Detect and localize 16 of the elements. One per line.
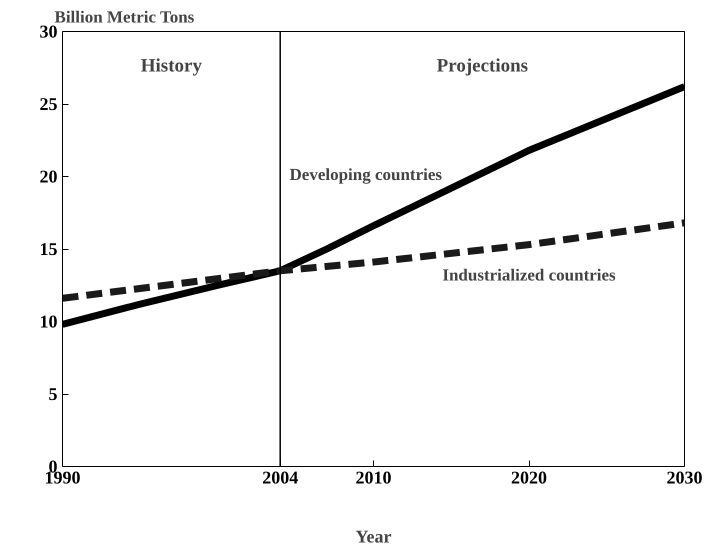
y-axis-title: Billion Metric Tons — [54, 8, 195, 26]
series-label: Developing countries — [290, 164, 442, 184]
x-tick-label: 2004 — [262, 468, 298, 488]
x-axis-title: Year — [356, 526, 392, 546]
y-tick-label: 20 — [40, 166, 58, 186]
y-tick-label: 10 — [40, 312, 58, 332]
y-tick-label: 30 — [40, 22, 58, 42]
y-tick-label: 25 — [40, 94, 58, 114]
series-label: Industrialized countries — [442, 266, 616, 285]
x-tick-label: 2030 — [666, 468, 702, 488]
y-tick-label: 5 — [48, 384, 58, 404]
x-tick-label: 2010 — [356, 468, 392, 488]
y-tick-label: 15 — [40, 239, 58, 259]
annotation: History — [140, 56, 202, 76]
annotation: Projections — [436, 56, 528, 76]
x-tick-label: 2020 — [511, 468, 547, 488]
